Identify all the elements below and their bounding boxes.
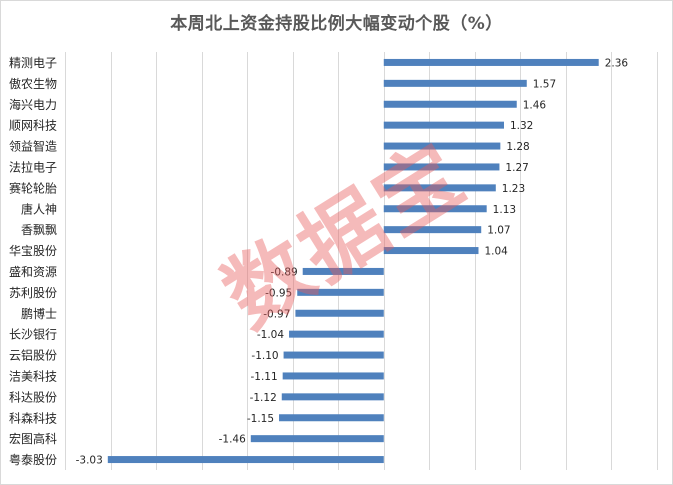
category-label: 香飘飘 bbox=[21, 223, 57, 237]
category-label: 赛轮轮胎 bbox=[9, 180, 57, 195]
data-label: -0.89 bbox=[271, 266, 298, 278]
bar bbox=[383, 142, 501, 150]
data-label: -1.04 bbox=[257, 329, 284, 341]
data-label: -1.10 bbox=[251, 350, 278, 362]
category-label: 粤泰股份 bbox=[9, 452, 57, 467]
category-label: 精测电子 bbox=[9, 56, 57, 70]
bar bbox=[295, 309, 384, 317]
category-label: 长沙银行 bbox=[9, 328, 57, 342]
category-label: 海兴电力 bbox=[9, 97, 57, 112]
bar bbox=[383, 58, 599, 66]
bar bbox=[383, 184, 496, 192]
bar bbox=[383, 163, 500, 171]
category-label: 宏图高科 bbox=[9, 431, 57, 446]
bar bbox=[383, 247, 479, 255]
data-label: 1.04 bbox=[484, 246, 508, 258]
data-label: -1.46 bbox=[219, 434, 246, 446]
bar bbox=[107, 456, 384, 464]
bar bbox=[297, 288, 384, 296]
category-label: 傲农生物 bbox=[9, 76, 57, 91]
data-label: -0.95 bbox=[265, 287, 292, 299]
category-label: 盛和资源 bbox=[9, 264, 57, 279]
category-label: 洁美科技 bbox=[9, 369, 57, 383]
bar bbox=[281, 393, 384, 401]
category-label: 科达股份 bbox=[9, 390, 57, 404]
category-label: 鹏博士 bbox=[21, 306, 57, 321]
bar bbox=[289, 330, 384, 338]
category-label: 云铝股份 bbox=[9, 348, 57, 363]
data-label: -1.12 bbox=[250, 392, 277, 404]
data-label: -3.03 bbox=[76, 455, 103, 467]
bar bbox=[383, 226, 482, 234]
bar bbox=[279, 414, 384, 422]
data-label: 1.27 bbox=[505, 162, 528, 174]
data-label: -1.11 bbox=[251, 371, 278, 383]
chart-title: 本周北上资金持股比例大幅变动个股（%） bbox=[170, 14, 503, 34]
bar bbox=[282, 372, 384, 380]
data-label: 1.23 bbox=[502, 183, 525, 195]
category-label: 华宝股份 bbox=[9, 244, 57, 258]
category-label: 顺网科技 bbox=[9, 119, 57, 133]
category-label: 唐人神 bbox=[21, 201, 57, 216]
category-label: 法拉电子 bbox=[9, 159, 57, 174]
bar bbox=[383, 205, 487, 213]
data-label: 1.13 bbox=[493, 204, 516, 216]
category-label: 苏利股份 bbox=[9, 286, 57, 300]
bar bbox=[283, 351, 384, 359]
data-label: -1.15 bbox=[247, 413, 274, 425]
bar bbox=[383, 100, 517, 108]
data-label: 1.28 bbox=[506, 141, 529, 153]
data-label: 1.32 bbox=[510, 120, 533, 132]
data-label: 2.36 bbox=[605, 57, 629, 69]
data-label: -0.97 bbox=[263, 308, 290, 320]
bar bbox=[250, 435, 384, 443]
category-label: 领益智造 bbox=[9, 139, 57, 154]
category-label: 科森科技 bbox=[9, 410, 57, 425]
bar bbox=[302, 267, 384, 275]
data-label: 1.57 bbox=[533, 78, 556, 90]
bar bbox=[383, 79, 527, 87]
data-label: 1.07 bbox=[487, 225, 510, 237]
bar bbox=[383, 121, 504, 129]
data-label: 1.46 bbox=[523, 99, 547, 111]
